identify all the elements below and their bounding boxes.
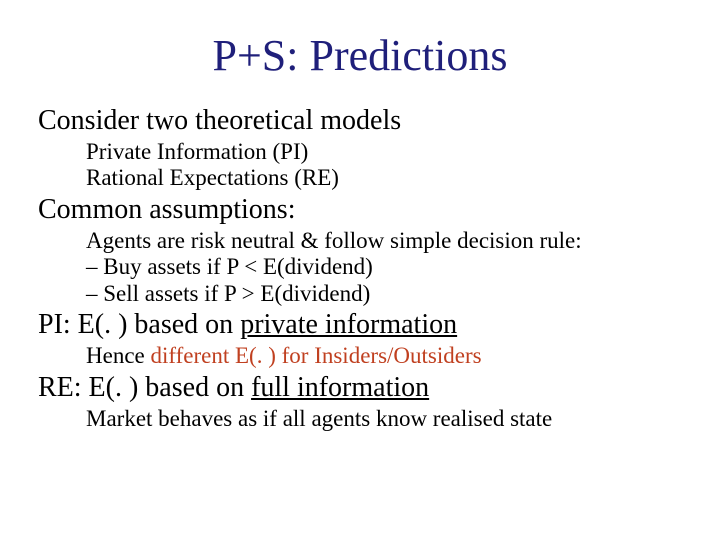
heading-models: Consider two theoretical models (38, 105, 682, 137)
sub-pi: Private Information (PI) (86, 139, 682, 165)
sub-risk-neutral: Agents are risk neutral & follow simple … (86, 228, 682, 254)
heading-re-prefix: RE: E(. ) based on (38, 372, 251, 403)
slide-title: P+S: Predictions (38, 30, 682, 81)
sub-pi-accent: different E(. ) for Insiders/Outsiders (151, 343, 482, 368)
sub-pi-note: Hence different E(. ) for Insiders/Outsi… (86, 343, 682, 369)
heading-re-underline: full information (251, 372, 429, 403)
heading-pi-underline: private information (240, 309, 457, 340)
sub-re: Rational Expectations (RE) (86, 165, 682, 191)
sub-buy-rule: – Buy assets if P < E(dividend) (86, 254, 682, 280)
heading-assumptions: Common assumptions: (38, 194, 682, 226)
sub-re-note: Market behaves as if all agents know rea… (86, 406, 682, 432)
slide: P+S: Predictions Consider two theoretica… (0, 0, 720, 540)
sub-sell-rule: – Sell assets if P > E(dividend) (86, 281, 682, 307)
heading-re: RE: E(. ) based on full information (38, 372, 682, 404)
sub-pi-prefix: Hence (86, 343, 151, 368)
heading-pi-prefix: PI: E(. ) based on (38, 309, 240, 340)
heading-pi: PI: E(. ) based on private information (38, 309, 682, 341)
